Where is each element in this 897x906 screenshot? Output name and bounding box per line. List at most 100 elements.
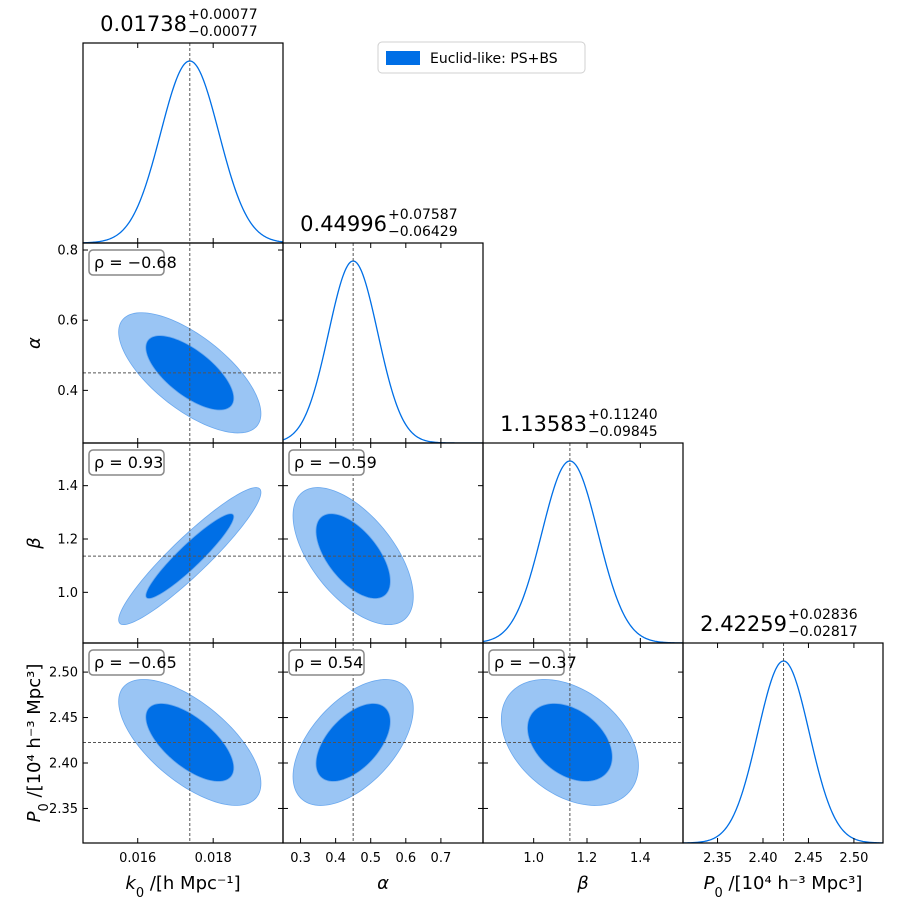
panel-P0-vs-P0 bbox=[683, 643, 883, 843]
y-tick-label-P0: 2.50 bbox=[49, 666, 78, 681]
x-axis-title-k0: k0 /[h Mpc⁻¹] bbox=[125, 873, 240, 901]
axis-symbol: α bbox=[24, 337, 45, 349]
y-tick-label-alpha: 0.6 bbox=[57, 314, 78, 329]
x-tick-label-P0: 2.40 bbox=[749, 851, 778, 866]
rho-box: ρ = −0.59 bbox=[288, 449, 377, 476]
rho-label: ρ = −0.59 bbox=[294, 453, 377, 472]
panel-frame bbox=[682, 642, 884, 844]
marginal-curve-P0 bbox=[683, 660, 883, 843]
y-tick-label-alpha: 0.4 bbox=[57, 384, 78, 399]
panel-k0-vs-k0 bbox=[83, 43, 283, 243]
panel-beta-vs-beta bbox=[483, 443, 683, 643]
x-tick-label-P0: 2.45 bbox=[794, 851, 823, 866]
rho-label: ρ = 0.93 bbox=[94, 453, 163, 472]
x-tick-label-P0: 2.35 bbox=[703, 851, 732, 866]
marginal-curve-beta bbox=[483, 460, 683, 643]
title-minus: −0.06429 bbox=[388, 224, 458, 240]
y-axis-title-beta: β bbox=[24, 537, 45, 550]
title-value: 1.13583 bbox=[500, 412, 587, 436]
rho-box-frame bbox=[288, 649, 365, 676]
title-plus: +0.07587 bbox=[388, 207, 458, 223]
panel-beta-vs-k0 bbox=[83, 443, 283, 643]
y-tick-label-P0: 2.40 bbox=[49, 757, 78, 772]
marginal-curve-k0 bbox=[83, 60, 283, 243]
axis-unit: /[10⁴ h⁻³ Mpc³] bbox=[24, 664, 45, 804]
legend-label: Euclid-like: PS+BS bbox=[430, 51, 558, 67]
x-tick-label-k0: 0.016 bbox=[119, 851, 156, 866]
axis-symbol: P bbox=[24, 811, 45, 822]
rho-box: ρ = −0.65 bbox=[88, 649, 177, 676]
axis-symbol: k bbox=[125, 873, 137, 894]
x-tick-label-alpha: 0.5 bbox=[360, 851, 381, 866]
x-axis-title-P0: P0 /[10⁴ h⁻³ Mpc³] bbox=[704, 873, 863, 901]
y-axis-title-alpha: α bbox=[24, 337, 45, 349]
x-tick-label-alpha: 0.3 bbox=[290, 851, 311, 866]
rho-label: ρ = −0.68 bbox=[94, 253, 177, 272]
x-tick-label-P0: 2.50 bbox=[839, 851, 868, 866]
marginal-curve-alpha bbox=[283, 260, 483, 443]
panel-P0-vs-k0 bbox=[83, 643, 283, 843]
x-tick-label-alpha: 0.4 bbox=[325, 851, 346, 866]
y-tick-label-beta: 1.0 bbox=[57, 586, 78, 601]
x-tick-label-alpha: 0.6 bbox=[395, 851, 416, 866]
title-value: 0.01738 bbox=[100, 12, 187, 36]
panel-frame bbox=[282, 242, 484, 444]
marginal-title-alpha: 0.44996 +0.07587−0.06429 bbox=[300, 207, 457, 240]
x-tick-label-beta: 1.0 bbox=[523, 851, 544, 866]
panel-alpha-vs-k0 bbox=[83, 243, 283, 443]
rho-box: ρ = 0.93 bbox=[88, 449, 165, 476]
rho-box: ρ = −0.68 bbox=[88, 249, 177, 276]
axis-subscript: 0 bbox=[136, 886, 144, 901]
marginal-title-beta: 1.13583 +0.11240−0.09845 bbox=[500, 407, 657, 440]
panel-beta-vs-alpha bbox=[283, 443, 483, 643]
title-minus: −0.09845 bbox=[588, 424, 658, 440]
title-plus: +0.11240 bbox=[588, 407, 658, 423]
axis-symbol: β bbox=[576, 873, 589, 894]
y-tick-label-beta: 1.4 bbox=[57, 479, 78, 494]
x-tick-label-alpha: 0.7 bbox=[431, 851, 452, 866]
rho-box-frame bbox=[88, 649, 165, 676]
axis-unit: /[10⁴ h⁻³ Mpc³] bbox=[723, 873, 863, 894]
rho-label: ρ = −0.37 bbox=[494, 653, 577, 672]
y-axis-title-P0: P0 /[10⁴ h⁻³ Mpc³] bbox=[24, 664, 52, 823]
panel-frame bbox=[82, 42, 284, 244]
axis-symbol: P bbox=[704, 873, 715, 894]
y-tick-label-beta: 1.2 bbox=[57, 533, 78, 548]
panel-P0-vs-beta bbox=[483, 643, 683, 843]
rho-box-frame bbox=[288, 449, 365, 476]
axis-subscript: 0 bbox=[37, 803, 52, 811]
x-tick-label-k0: 0.018 bbox=[195, 851, 232, 866]
y-tick-label-P0: 2.45 bbox=[49, 711, 78, 726]
rho-label: ρ = −0.65 bbox=[94, 653, 177, 672]
title-value: 0.44996 bbox=[300, 212, 387, 236]
x-tick-label-beta: 1.2 bbox=[577, 851, 598, 866]
legend-swatch bbox=[386, 51, 420, 65]
panel-frame bbox=[482, 442, 684, 644]
title-value: 2.42259 bbox=[700, 612, 787, 636]
y-tick-label-alpha: 0.8 bbox=[57, 244, 78, 259]
x-tick-label-beta: 1.4 bbox=[630, 851, 651, 866]
legend: Euclid-like: PS+BS bbox=[377, 41, 586, 74]
title-minus: −0.02817 bbox=[788, 624, 858, 640]
rho-box-frame bbox=[488, 649, 565, 676]
axis-symbol: β bbox=[24, 537, 45, 550]
title-minus: −0.00077 bbox=[188, 24, 258, 40]
marginal-title-k0: 0.01738 +0.00077−0.00077 bbox=[100, 7, 257, 40]
rho-box-frame bbox=[88, 249, 165, 276]
axis-unit: /[h Mpc⁻¹] bbox=[144, 873, 241, 894]
rho-box-frame bbox=[88, 449, 165, 476]
x-axis-title-alpha: α bbox=[377, 873, 389, 894]
rho-label: ρ = 0.54 bbox=[294, 653, 363, 672]
marginal-title-P0: 2.42259 +0.02836−0.02817 bbox=[700, 607, 858, 640]
x-axis-title-beta: β bbox=[576, 873, 589, 894]
axis-symbol: α bbox=[377, 873, 389, 894]
axis-subscript: 0 bbox=[714, 886, 722, 901]
title-plus: +0.00077 bbox=[188, 7, 258, 23]
y-tick-label-P0: 2.35 bbox=[49, 802, 78, 817]
title-plus: +0.02836 bbox=[788, 607, 858, 623]
legend-frame bbox=[377, 41, 586, 74]
panel-alpha-vs-alpha bbox=[283, 243, 483, 443]
rho-box: ρ = 0.54 bbox=[288, 649, 365, 676]
rho-box: ρ = −0.37 bbox=[488, 649, 577, 676]
